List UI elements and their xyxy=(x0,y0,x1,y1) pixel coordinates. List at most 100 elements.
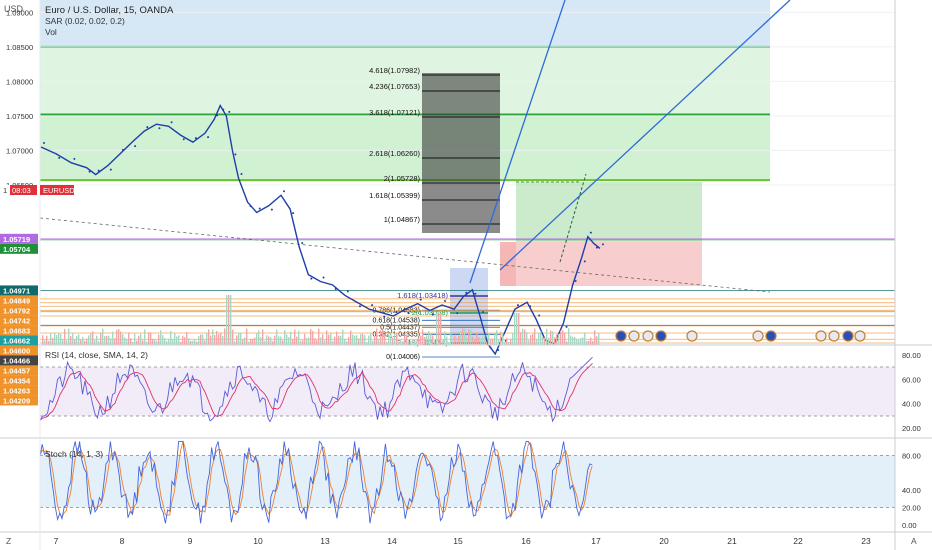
sar-dot xyxy=(465,291,468,294)
volume-bar xyxy=(462,328,464,345)
date-tick: 10 xyxy=(253,536,263,546)
volume-bar xyxy=(598,333,600,345)
volume-bar xyxy=(260,337,262,345)
sar-dot xyxy=(358,305,361,308)
volume-bar xyxy=(228,295,230,345)
event-flag[interactable] xyxy=(615,330,627,342)
volume-bar xyxy=(510,338,512,345)
volume-bar xyxy=(138,335,140,345)
volume-bar xyxy=(558,334,560,345)
rsi-ma-line xyxy=(39,363,593,421)
event-flag[interactable] xyxy=(765,330,777,342)
volume-bar xyxy=(378,339,380,345)
sar-dot xyxy=(194,137,197,140)
sar-dot xyxy=(602,243,604,246)
volume-bar xyxy=(240,332,242,345)
volume-bar xyxy=(488,333,490,345)
chart-title[interactable]: Euro / U.S. Dollar, 15, OANDA xyxy=(45,5,174,16)
volume-bar xyxy=(220,333,222,345)
event-flag[interactable] xyxy=(815,330,827,342)
volume-bar xyxy=(236,335,238,345)
sar-dot xyxy=(474,292,477,295)
event-flag[interactable] xyxy=(842,330,854,342)
stoch-title[interactable]: Stoch (14, 1, 3) xyxy=(45,449,103,459)
volume-bar xyxy=(334,336,336,345)
volume-bar xyxy=(254,337,256,345)
sar-dot xyxy=(182,138,185,141)
volume-bar xyxy=(476,333,478,345)
volume-bar xyxy=(554,337,556,345)
volume-bar xyxy=(512,333,514,345)
price-tag xyxy=(0,345,38,356)
price-tag-label: 1.04849 xyxy=(3,296,30,305)
event-flag[interactable] xyxy=(686,330,698,342)
volume-bar xyxy=(50,333,52,345)
time-axis[interactable]: 7 8 9 10 13 14 15 16 17 20 21 22 23 xyxy=(54,536,871,546)
volume-bar xyxy=(438,313,440,345)
stoch-tick: 0.00 xyxy=(902,521,917,530)
volume-bar xyxy=(136,340,138,345)
volume-bar xyxy=(516,313,518,345)
volume-bar xyxy=(150,332,152,345)
auto-scale-button[interactable]: A xyxy=(911,536,917,546)
volume-bar xyxy=(344,338,346,345)
date-tick: 21 xyxy=(727,536,737,546)
event-flag[interactable] xyxy=(752,330,764,342)
sar-dot xyxy=(322,276,325,279)
volume-bar xyxy=(596,336,598,345)
volume-bar xyxy=(322,334,324,345)
event-flag[interactable] xyxy=(642,330,654,342)
fib-label: 4.236(1.07653) xyxy=(369,82,420,91)
event-flag[interactable] xyxy=(828,330,840,342)
volume-bar xyxy=(332,340,334,345)
event-flag-icon xyxy=(765,330,777,342)
volume-bar xyxy=(210,335,212,345)
economic-events[interactable] xyxy=(615,330,866,342)
sar-indicator-label[interactable]: SAR (0.02, 0.02, 0.2) xyxy=(45,16,125,26)
volume-bar xyxy=(550,330,552,345)
event-flag[interactable] xyxy=(655,330,667,342)
volume-bar xyxy=(426,335,428,345)
volume-indicator-label[interactable]: Vol xyxy=(45,27,57,37)
fib-label: 0.618(1.04538) xyxy=(373,317,420,324)
volume-bar xyxy=(48,340,50,345)
price-tag-label: 1.04742 xyxy=(3,316,30,325)
event-flag-icon xyxy=(628,330,640,342)
volume-bar xyxy=(206,332,208,345)
position-tool[interactable] xyxy=(500,181,702,286)
event-flag[interactable] xyxy=(628,330,640,342)
volume-bar xyxy=(284,330,286,345)
volume-bar xyxy=(82,337,84,345)
price-tick: 1.07000 xyxy=(6,146,33,155)
volume-bar xyxy=(532,333,534,345)
volume-bar xyxy=(42,335,44,345)
volume-bar xyxy=(466,337,468,345)
volume-bar xyxy=(118,329,120,345)
sar-dot xyxy=(538,314,541,317)
event-flag[interactable] xyxy=(854,330,866,342)
volume-bars xyxy=(42,295,600,345)
volume-bar xyxy=(416,340,418,345)
date-tick: 17 xyxy=(591,536,601,546)
volume-bar xyxy=(394,333,396,345)
price-tag-label: 1.04683 xyxy=(3,326,30,335)
price-tag xyxy=(0,305,38,316)
trend-lines[interactable] xyxy=(39,0,791,293)
volume-bar xyxy=(52,338,54,345)
right-price-axis[interactable]: 80.00 60.00 40.00 20.00 80.00 40.00 20.00 0.00 xyxy=(902,351,921,530)
volume-bar xyxy=(152,338,154,345)
volume-bar xyxy=(404,335,406,345)
volume-bar xyxy=(342,329,344,345)
sar-dot xyxy=(216,114,219,117)
zoom-button[interactable]: Z xyxy=(6,536,11,546)
price-tick: 1.09000 xyxy=(6,8,33,17)
volume-bar xyxy=(548,337,550,345)
countdown-prefix: 1 xyxy=(3,186,7,195)
volume-bar xyxy=(74,339,76,345)
event-flag-icon xyxy=(842,330,854,342)
rsi-title[interactable]: RSI (14, close, SMA, 14, 2) xyxy=(45,350,148,360)
sar-dot xyxy=(444,299,447,302)
volume-bar xyxy=(252,338,254,345)
volume-bar xyxy=(274,335,276,345)
